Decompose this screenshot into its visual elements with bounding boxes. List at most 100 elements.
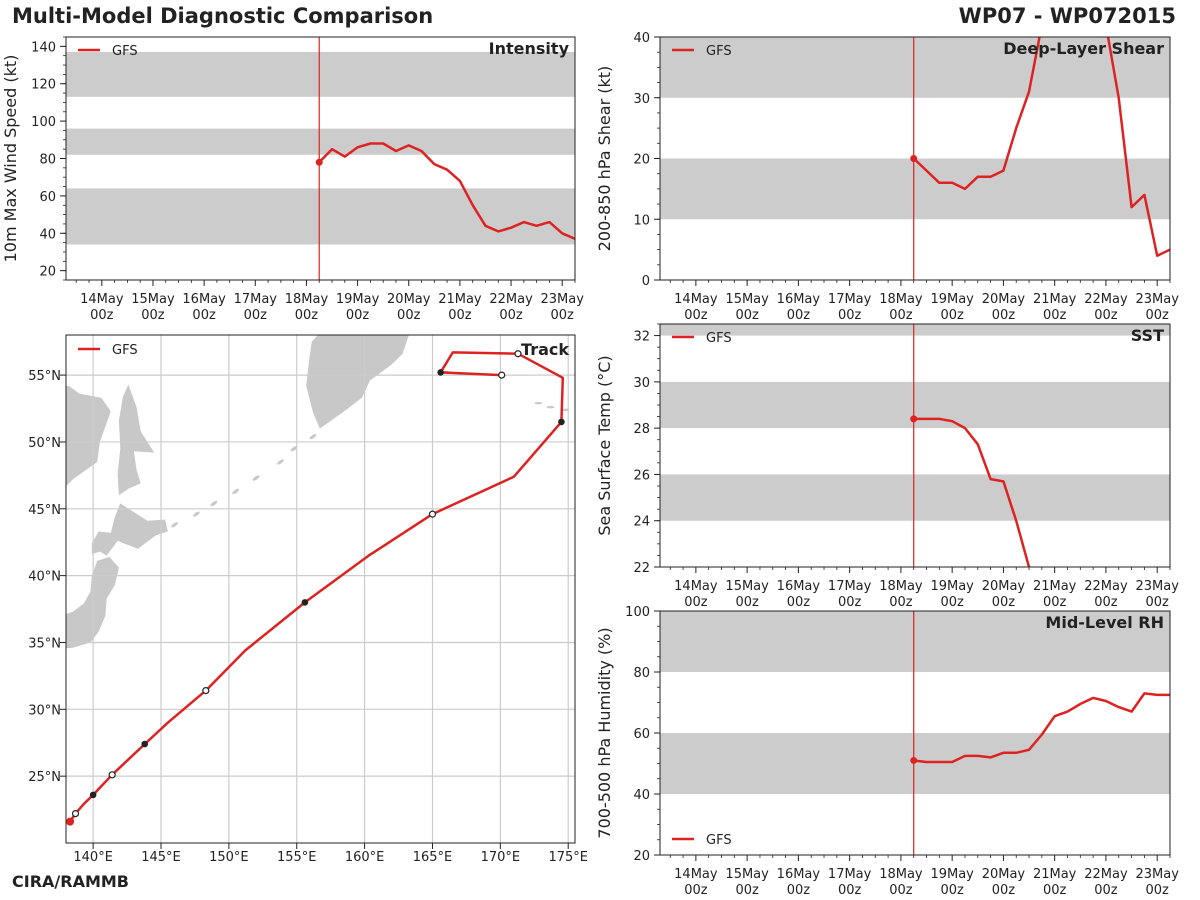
y-tick-label: 100 [31, 115, 56, 130]
y-tick-label: 40 [633, 31, 650, 46]
panel-frame [65, 36, 576, 281]
storm-id: WP07 - WP072015 [958, 4, 1176, 28]
threshold-bands [66, 51, 575, 245]
landmass-layer [66, 335, 570, 649]
x-tick-label: 145°E [141, 850, 181, 865]
legend-label: GFS [112, 343, 138, 358]
y-tick-label: 20 [39, 265, 56, 280]
landmass-kuril-island [309, 433, 317, 440]
y-tick-label: 25°N [28, 770, 61, 785]
threshold-band [66, 51, 575, 97]
track-point-open [428, 510, 437, 518]
x-tick-label-date: 16May [777, 292, 821, 307]
threshold-band [660, 611, 1170, 672]
x-tick-label: 160°E [345, 850, 385, 865]
y-tick-label: 20 [633, 849, 650, 864]
x-tick-label-date: 19May [930, 867, 974, 882]
x-tick-label-hour: 00z [787, 595, 811, 610]
threshold-band [66, 188, 575, 245]
y-tick-label: 35°N [28, 636, 61, 651]
x-tick-label-hour: 00z [1043, 595, 1067, 610]
x-tick-label-hour: 00z [244, 308, 268, 323]
x-tick-label-hour: 00z [787, 308, 811, 323]
y-tick-label: 40 [633, 788, 650, 803]
y-tick-label: 40°N [28, 570, 61, 585]
x-tick-label-date: 15May [725, 292, 769, 307]
x-tick-label-hour: 00z [499, 308, 523, 323]
panel-title: Track [521, 340, 569, 359]
x-tick-label-hour: 00z [1094, 883, 1118, 898]
y-tick-label: 26 [633, 468, 650, 483]
y-tick-label: 140 [31, 40, 56, 55]
panel-shear: 01020304014May00z15May00z16May00z17May00… [595, 31, 1179, 323]
landmass-kuril-island [290, 445, 298, 452]
panel-frame [659, 610, 1171, 856]
landmass-hokkaido [91, 503, 168, 556]
panel-title: Mid-Level RH [1045, 613, 1164, 632]
x-tick-label-date: 18May [879, 867, 923, 882]
y-tick-label: 30 [633, 376, 650, 391]
y-tick-label: 60 [39, 190, 56, 205]
threshold-bands [660, 324, 1170, 521]
x-tick-label-date: 17May [234, 292, 278, 307]
legend-label: GFS [706, 833, 732, 848]
x-tick-label-hour: 00z [889, 883, 913, 898]
x-tick-label-hour: 00z [735, 595, 759, 610]
track-point-open [514, 350, 522, 358]
y-axis-label: 10m Max Wind Speed (kt) [1, 55, 20, 263]
x-tick-label-date: 22May [1084, 579, 1128, 594]
track-point-open [108, 771, 116, 779]
threshold-band [660, 37, 1170, 98]
legend-label: GFS [706, 44, 732, 59]
x-tick-label-date: 20May [982, 292, 1026, 307]
x-tick-label-date: 21May [1033, 867, 1077, 882]
panel-title: Deep-Layer Shear [1003, 39, 1164, 58]
y-tick-label: 22 [633, 561, 650, 576]
x-tick-label-date: 15May [725, 867, 769, 882]
landmass-kamchatka [306, 335, 410, 429]
panel-sst: 22242628303214May00z15May00z16May00z17Ma… [595, 323, 1179, 610]
panel-track: 140°E 145°E 150°E 155°E 160°E 165°E 170°E 175°E… [28, 334, 588, 865]
track-start-point [66, 817, 75, 826]
threshold-band [660, 324, 1170, 336]
panel-intensity: 2040608010012014014May00z15May00z16May00… [1, 36, 584, 323]
x-tick-label-date: 17May [828, 867, 872, 882]
series-line-gfs [913, 692, 1170, 764]
x-tick-label-hour: 00z [1145, 883, 1169, 898]
panel-title: SST [1131, 326, 1164, 345]
x-tick-label-hour: 00z [448, 308, 472, 323]
x-tick-label-hour: 00z [787, 883, 811, 898]
landmass-kuril-island [277, 459, 284, 465]
series-start-point [910, 756, 918, 764]
x-tick-label-hour: 00z [735, 883, 759, 898]
x-tick-label-date: 14May [674, 292, 718, 307]
x-tick-label-date: 16May [777, 867, 821, 882]
legend-label: GFS [112, 44, 138, 59]
panel-frame [659, 323, 1171, 568]
x-tick-label-hour: 00z [1043, 883, 1067, 898]
x-tick-label-date: 14May [80, 292, 124, 307]
x-tick-label: 150°E [209, 850, 249, 865]
x-tick-label-date: 19May [930, 292, 974, 307]
landmass-kuril-island [171, 522, 178, 528]
x-tick-label-hour: 00z [940, 595, 964, 610]
x-tick-label-date: 16May [182, 292, 226, 307]
landmass-kuril-island [210, 500, 218, 507]
y-axis-label: 700-500 hPa Humidity (%) [595, 627, 614, 838]
x-tick-label: 140°E [73, 850, 113, 865]
x-tick-label-hour: 00z [684, 595, 708, 610]
x-tick-label-date: 22May [489, 292, 533, 307]
x-tick-label-hour: 00z [1145, 308, 1169, 323]
x-tick-label-date: 18May [879, 292, 923, 307]
x-tick-label-hour: 00z [1094, 308, 1118, 323]
x-tick-label-date: 20May [982, 579, 1026, 594]
series-line-gfs [913, 417, 1031, 567]
series-line-gfs [912, 37, 1170, 257]
landmass-mainland [66, 385, 111, 487]
track-point-filled [89, 791, 97, 799]
legend-label: GFS [706, 331, 732, 346]
track-point-filled [141, 740, 149, 748]
panel-title: Intensity [489, 39, 570, 58]
x-tick-label: 155°E [277, 850, 317, 865]
x-tick-label-hour: 00z [735, 308, 759, 323]
